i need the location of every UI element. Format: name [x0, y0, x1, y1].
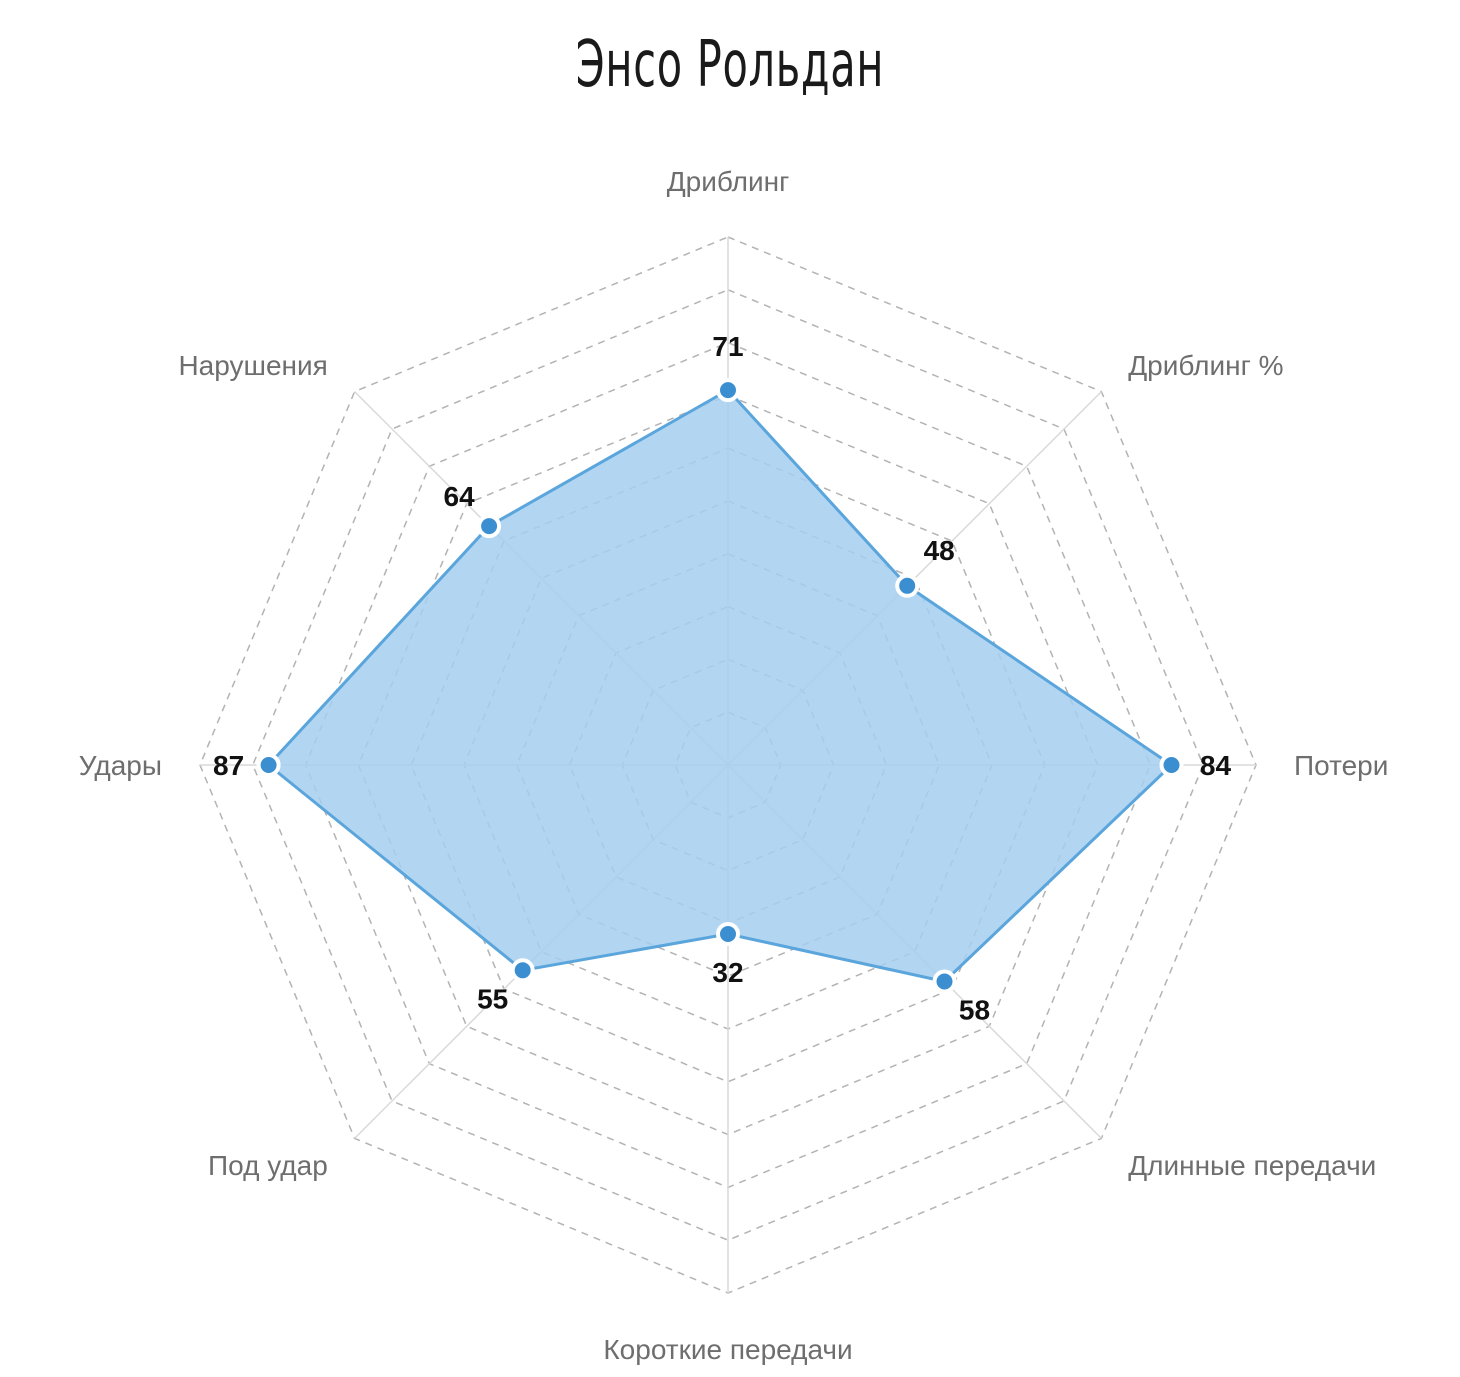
- data-point: [932, 969, 957, 994]
- data-point: [256, 753, 281, 777]
- axis-label: Дриблинг: [667, 166, 790, 197]
- axis-label: Нарушения: [178, 350, 327, 381]
- data-point: [477, 514, 502, 539]
- value-label: 32: [712, 957, 743, 988]
- value-label: 55: [477, 983, 508, 1014]
- axis-labels: Дриблинг Дриблинг % Потери Длинные передачи…: [79, 166, 1389, 1365]
- axis-label: Короткие передачи: [603, 1334, 852, 1365]
- radar-area: [266, 388, 1174, 984]
- data-point: [895, 573, 920, 598]
- value-labels: 71 48 84 58 32 55 87 64: [213, 331, 1231, 1025]
- axis-label: Дриблинг %: [1128, 350, 1283, 381]
- value-label: 87: [213, 750, 244, 781]
- data-point: [1159, 753, 1184, 777]
- axis-label: Длинные передачи: [1128, 1150, 1376, 1181]
- value-label: 84: [1200, 750, 1232, 781]
- data-point: [716, 922, 740, 946]
- value-label: 64: [444, 481, 476, 512]
- chart-title: Энсо Рольдан: [575, 28, 885, 102]
- grid-ring: [251, 288, 1205, 1242]
- radar-area-group: [266, 388, 1174, 984]
- value-label: 58: [959, 995, 990, 1026]
- data-point: [716, 378, 740, 403]
- axis-label: Удары: [79, 750, 162, 781]
- axis-label: Потери: [1294, 750, 1388, 781]
- value-label: 71: [712, 331, 743, 362]
- axis-label: Под удар: [208, 1150, 328, 1181]
- data-point: [510, 958, 535, 983]
- value-label: 48: [924, 535, 955, 566]
- radar-points: [256, 378, 1184, 994]
